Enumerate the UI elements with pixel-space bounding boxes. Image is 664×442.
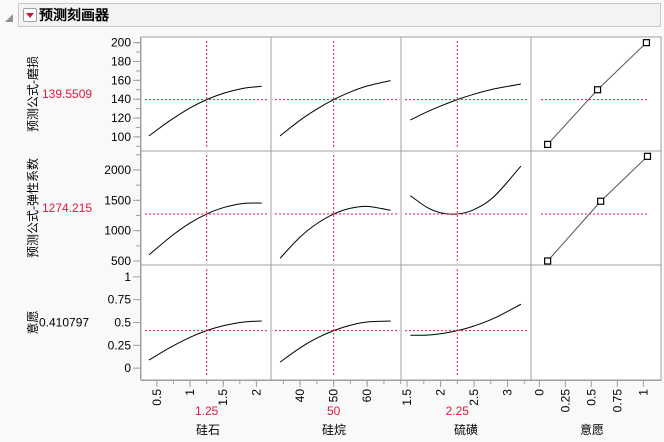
x-tick-label: 2	[434, 389, 448, 396]
plot-cell[interactable]	[530, 264, 662, 381]
factor-value[interactable]: 2.25	[446, 404, 470, 418]
response-label: 意愿	[25, 310, 40, 334]
y-tick-label: 1	[124, 270, 131, 284]
response-value: 0.410797	[39, 316, 89, 330]
plot-cell[interactable]	[140, 36, 272, 152]
desirability-handle[interactable]	[597, 197, 605, 205]
red-dropdown-icon[interactable]	[23, 8, 37, 22]
y-tick-label: 2000	[104, 163, 131, 177]
panel-title: 预测刻画器	[39, 8, 109, 24]
profile-curve	[279, 80, 391, 137]
plot-cell[interactable]	[270, 264, 402, 381]
x-tick-label: 1	[636, 389, 650, 396]
desirability-handle[interactable]	[643, 152, 652, 160]
x-tick-label: 0	[532, 389, 546, 396]
response-label: 预测公式-弹性系数	[25, 158, 40, 258]
profiler-header: 预测刻画器	[5, 3, 661, 27]
factor-value[interactable]: 1.25	[195, 404, 219, 418]
desirability-handle[interactable]	[544, 257, 552, 265]
x-tick-label: 0.5	[150, 389, 164, 406]
x-tick-label: 2.5	[467, 389, 481, 406]
x-tick-label: 2	[249, 389, 263, 396]
y-tick-label: 160	[111, 73, 131, 87]
y-tick-label: 1500	[104, 193, 131, 207]
y-tick-label: 1000	[104, 224, 131, 238]
plot-cell[interactable]	[270, 150, 402, 266]
x-tick-label: 1.5	[216, 389, 230, 406]
plot-cell[interactable]	[400, 264, 532, 381]
plot-cell[interactable]	[530, 150, 662, 266]
factor-label: 意愿	[580, 422, 604, 437]
plot-cell[interactable]	[140, 264, 272, 381]
y-tick-label: 180	[111, 54, 131, 68]
x-tick-label: 0.75	[610, 389, 624, 413]
y-tick-label: 200	[111, 36, 131, 50]
x-tick-label: 50	[327, 389, 341, 403]
factor-value[interactable]: 50	[327, 404, 341, 418]
x-tick-label: 40	[293, 389, 307, 403]
plot-cell[interactable]	[140, 150, 272, 266]
profile-curve	[279, 205, 391, 259]
triangle-down-icon[interactable]	[5, 14, 13, 22]
plot-cell[interactable]	[530, 36, 662, 152]
response-label: 预测公式-磨损	[26, 56, 40, 132]
factor-label: 硅石	[196, 423, 220, 437]
factor-label: 硫磺	[454, 422, 478, 437]
plot-cell[interactable]	[270, 36, 402, 152]
y-tick-label: 0	[124, 361, 131, 375]
response-value: 139.5509	[42, 87, 92, 101]
desirability-handle[interactable]	[593, 86, 602, 94]
y-tick-label: 0.75	[108, 293, 132, 307]
y-tick-label: 120	[111, 111, 131, 125]
x-tick-label: 3	[501, 389, 515, 396]
x-tick-label: 0.25	[558, 389, 572, 413]
y-tick-label: 500	[111, 254, 131, 268]
x-tick-label: 60	[360, 389, 374, 403]
factor-label: 硅烷	[322, 423, 346, 437]
plot-cell[interactable]	[400, 150, 532, 266]
y-tick-label: 0.25	[108, 338, 132, 352]
x-tick-label: 1	[183, 389, 197, 396]
desirability-handle[interactable]	[642, 39, 651, 47]
y-tick-label: 140	[111, 92, 131, 106]
y-tick-label: 0.5	[114, 316, 131, 330]
response-value: 1274.215	[42, 201, 92, 215]
x-tick-label: 1.5	[400, 389, 414, 406]
desirability-handle[interactable]	[544, 140, 552, 149]
y-tick-label: 100	[111, 130, 131, 144]
x-tick-label: 0.5	[584, 389, 598, 406]
plot-cell[interactable]	[400, 36, 532, 152]
